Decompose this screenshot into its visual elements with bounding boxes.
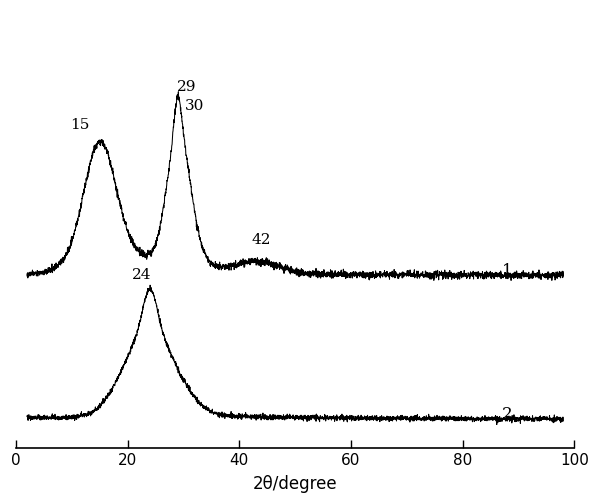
Text: 1: 1 [502,263,512,280]
Text: 15: 15 [70,118,90,132]
X-axis label: 2θ/degree: 2θ/degree [253,475,337,493]
Text: 42: 42 [252,233,271,247]
Text: 29: 29 [176,80,196,94]
Text: 24: 24 [132,268,151,282]
Text: 2: 2 [502,406,512,423]
Text: 30: 30 [185,99,205,113]
